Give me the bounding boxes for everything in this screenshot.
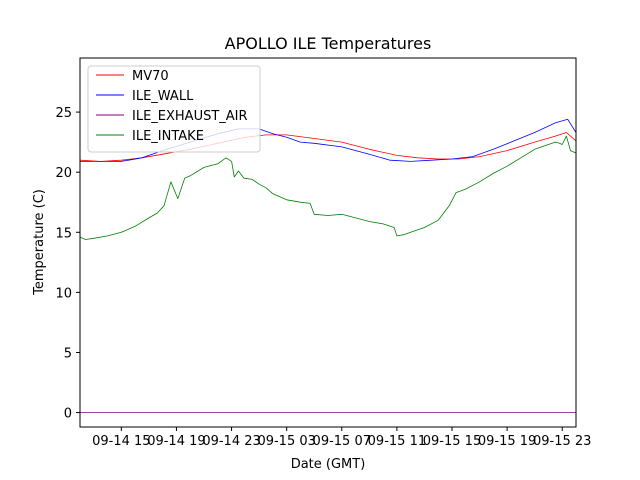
x-tick-label: 09-15 19 bbox=[478, 434, 536, 449]
x-tick-label: 09-15 23 bbox=[533, 434, 591, 449]
x-axis-label: Date (GMT) bbox=[291, 457, 366, 472]
y-tick-label: 20 bbox=[55, 166, 72, 181]
y-tick-label: 5 bbox=[64, 346, 72, 361]
x-tick-label: 09-15 15 bbox=[423, 434, 481, 449]
y-axis-ticks: 0 5 10 15 20 25 bbox=[55, 106, 80, 422]
plot-frame bbox=[79, 57, 577, 428]
x-tick-label: 09-14 15 bbox=[92, 434, 150, 449]
legend: MV70 ILE_WALL ILE_EXHAUST_AIR ILE_INTAKE bbox=[87, 65, 261, 153]
x-tick-label: 09-14 23 bbox=[202, 434, 260, 449]
x-tick-label: 09-15 11 bbox=[368, 434, 426, 449]
x-tick-label: 09-14 19 bbox=[147, 434, 205, 449]
series-line-ile-intake bbox=[79, 135, 577, 240]
y-tick-label: 25 bbox=[55, 106, 72, 121]
legend-box bbox=[87, 65, 261, 153]
legend-label-ile-exhaust-air: ILE_EXHAUST_AIR bbox=[132, 109, 248, 124]
y-tick-label: 10 bbox=[55, 286, 72, 301]
y-axis-label: Temperature (C) bbox=[32, 189, 47, 296]
series-line-mv70 bbox=[79, 132, 577, 162]
chart-title: APOLLO ILE Temperatures bbox=[225, 34, 432, 53]
legend-label-ile-intake: ILE_INTAKE bbox=[132, 129, 204, 144]
y-tick-label: 0 bbox=[64, 407, 72, 422]
x-tick-label: 09-15 03 bbox=[257, 434, 315, 449]
legend-label-mv70: MV70 bbox=[132, 69, 169, 84]
y-tick-label: 15 bbox=[55, 226, 72, 241]
legend-label-ile-wall: ILE_WALL bbox=[132, 89, 194, 104]
x-tick-label: 09-15 07 bbox=[313, 434, 371, 449]
